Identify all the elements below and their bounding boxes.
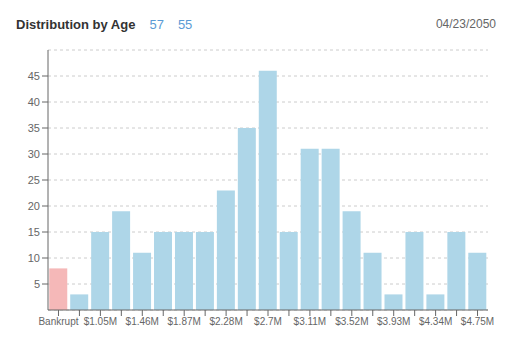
- html-text:Distribution by Age: Distribution by Age: [16, 16, 136, 32]
- svg-text:10: 10: [28, 252, 40, 264]
- svg-text:Bankrupt: Bankrupt: [38, 316, 78, 327]
- html-text:55: 55: [177, 16, 193, 32]
- svg-text:$2.28M: $2.28M: [209, 316, 242, 327]
- svg-text:45: 45: [28, 70, 40, 82]
- svg-text:$1.46M: $1.46M: [126, 316, 159, 327]
- svg-text:35: 35: [28, 122, 40, 134]
- svg-text:$2.7M: $2.7M: [254, 316, 282, 327]
- svg-text:15: 15: [28, 226, 40, 238]
- svg-text:$4.34M: $4.34M: [419, 316, 452, 327]
- svg-text:$3.11M: $3.11M: [294, 316, 327, 327]
- svg-text:$4.75M: $4.75M: [461, 316, 494, 327]
- svg-text:5: 5: [34, 278, 40, 290]
- svg-text:$3.52M: $3.52M: [335, 316, 368, 327]
- svg-text:$1.05M: $1.05M: [84, 316, 117, 327]
- svg-text:$3.93M: $3.93M: [377, 316, 410, 327]
- svg-text:$1.87M: $1.87M: [168, 316, 201, 327]
- html-text:57: 57: [149, 16, 164, 32]
- html-text:04/23/2050: 04/23/2050: [435, 17, 496, 31]
- svg-text:25: 25: [28, 174, 40, 186]
- svg-text:20: 20: [28, 200, 40, 212]
- svg-text:40: 40: [28, 96, 40, 108]
- svg-text:30: 30: [28, 148, 40, 160]
